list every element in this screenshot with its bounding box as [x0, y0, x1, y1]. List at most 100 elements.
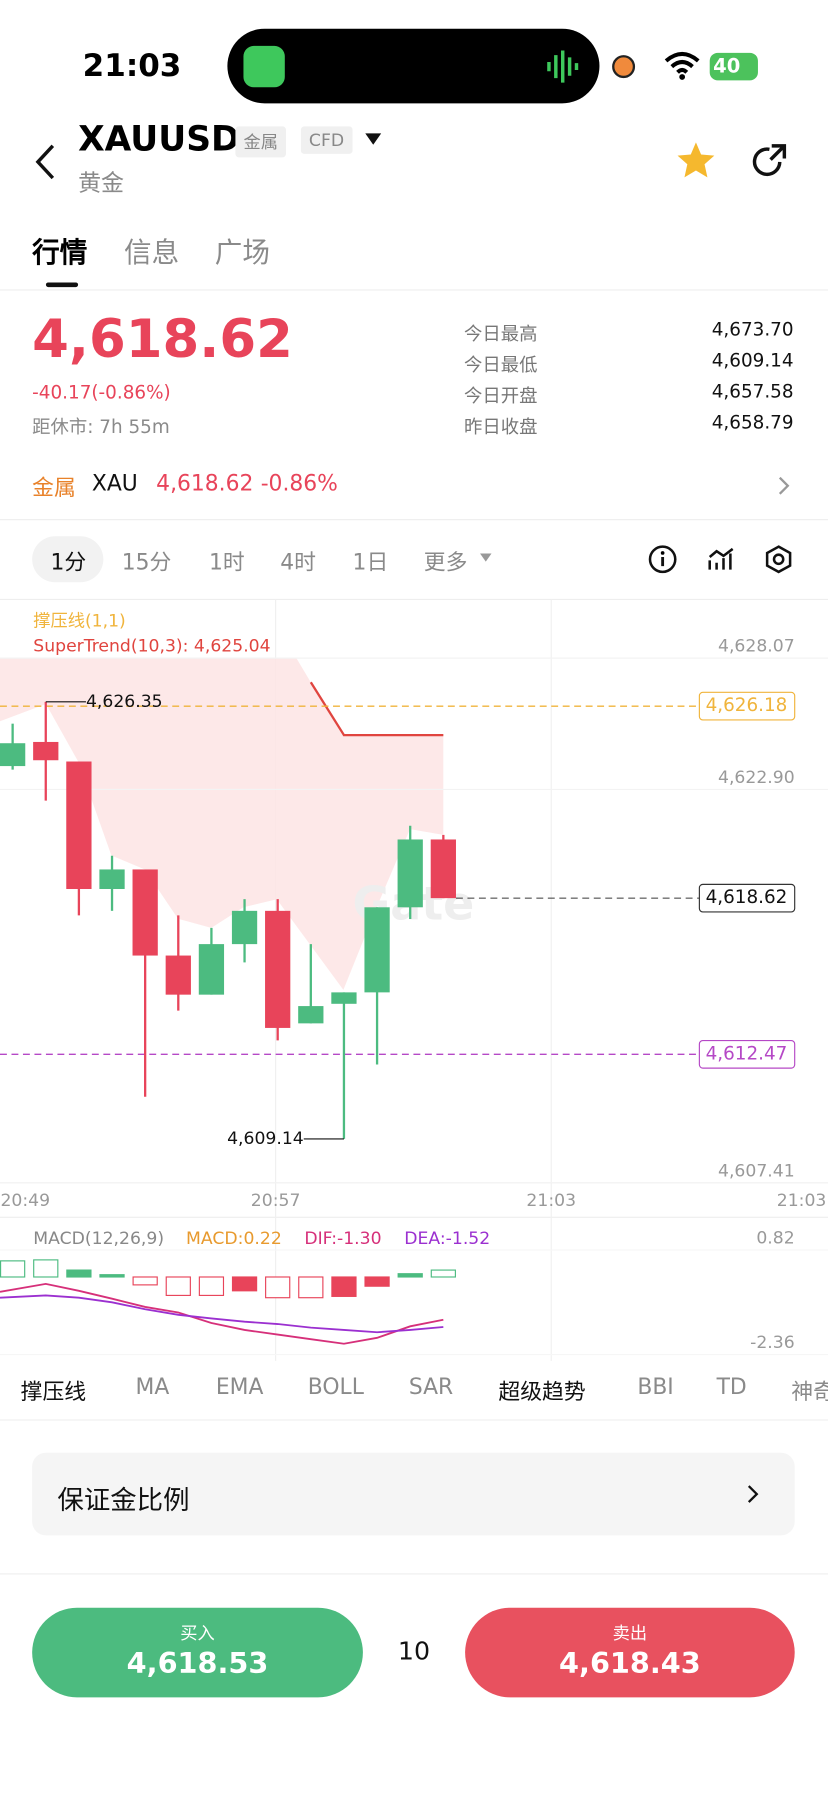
subtitle: 黄金: [78, 168, 125, 197]
price-line-label: 4,626.18: [706, 695, 788, 716]
buy-label: 买入: [180, 1622, 215, 1644]
info-icon[interactable]: [648, 544, 678, 574]
candle-body: [265, 910, 291, 1028]
candle-body: [430, 839, 456, 899]
candle-body: [132, 869, 158, 956]
tab[interactable]: 广场: [214, 236, 270, 269]
indicator-tab[interactable]: BBI: [637, 1374, 674, 1400]
chevron: [747, 1485, 759, 1503]
price-line-label: 4,618.62: [706, 887, 788, 908]
share-button[interactable]: [751, 142, 788, 179]
battery: 40: [709, 52, 758, 81]
dynamic-island: [227, 28, 600, 104]
close-time: 距休市: 7h 55m: [32, 415, 170, 438]
indicator-tab[interactable]: 超级趋势: [498, 1379, 586, 1405]
x-tick-label: 21:03: [526, 1191, 576, 1211]
indicator-icon[interactable]: [707, 547, 735, 572]
candle-body: [397, 839, 423, 908]
favorite-star[interactable]: [675, 140, 716, 181]
macd-bar: [165, 1276, 191, 1296]
related-change[interactable]: -0.86%: [260, 470, 338, 497]
supertrend-area: [0, 658, 444, 990]
tab[interactable]: 信息: [124, 236, 180, 269]
candle-body: [33, 741, 59, 761]
candle-body: [66, 761, 92, 890]
tab-indicator: [45, 282, 79, 288]
macd-bar: [231, 1276, 258, 1292]
indicator-tab[interactable]: EMA: [215, 1374, 264, 1400]
sell-label: 卖出: [612, 1622, 648, 1644]
sell-button[interactable]: [465, 1607, 795, 1698]
tab[interactable]: 行情: [32, 236, 88, 269]
macd-bar: [0, 1260, 26, 1278]
macd-bar: [33, 1259, 59, 1278]
x-tick-label: 20:49: [0, 1191, 50, 1211]
interval[interactable]: 1时: [209, 550, 245, 576]
price-line-box: [698, 883, 796, 913]
annotation-label: 4,609.14: [227, 1129, 304, 1149]
candle-body: [0, 743, 26, 767]
annotation-label: 4,626.35: [86, 692, 163, 712]
stat-label: 昨日收盘: [463, 415, 538, 438]
divider: [0, 289, 828, 291]
stat-label: 今日开盘: [463, 384, 538, 407]
macd-title: MACD(12,26,9): [33, 1229, 164, 1249]
related-price[interactable]: 4,618.62: [156, 470, 254, 497]
symbol: XAUUSD: [78, 119, 240, 160]
price-change: -40.17(-0.86%): [32, 381, 171, 404]
margin-card[interactable]: [32, 1452, 795, 1536]
wechat-icon: [243, 45, 285, 88]
divider: [0, 1419, 828, 1421]
indicator-label: 撑压线(1,1): [33, 611, 125, 631]
interval[interactable]: 4时: [280, 550, 316, 576]
price-line-box: [698, 691, 796, 721]
candle-body: [198, 944, 225, 995]
related-category[interactable]: 金属: [32, 475, 76, 501]
related-symbol[interactable]: XAU: [91, 470, 138, 497]
sell-price: 4,618.43: [559, 1646, 701, 1681]
stat-value: 4,673.70: [711, 318, 794, 340]
indicator-tab[interactable]: SAR: [408, 1374, 454, 1400]
indicator-label: SuperTrend(10,3): 4,625.04: [33, 637, 270, 657]
macd-bar: [132, 1276, 158, 1286]
dropdown[interactable]: [365, 133, 382, 145]
interval[interactable]: 1分: [50, 550, 87, 576]
quantity[interactable]: 10: [397, 1637, 431, 1667]
stat-value: 4,658.79: [711, 411, 794, 433]
tag: 金属: [235, 126, 286, 158]
macd-bar: [265, 1276, 291, 1299]
wifi-icon: [664, 51, 700, 80]
macd-bar: [331, 1276, 357, 1297]
back-button[interactable]: [32, 142, 60, 181]
stat-label: 今日最低: [463, 353, 538, 376]
indicator-tab[interactable]: 撑压线: [20, 1379, 87, 1405]
legend-entry: DIF:-1.30: [304, 1229, 381, 1249]
indicator-tab[interactable]: MA: [135, 1374, 170, 1400]
candle-body: [298, 1006, 324, 1024]
macd-line: [0, 1294, 444, 1334]
buy-price: 4,618.53: [126, 1646, 269, 1681]
x-tick-label: 20:57: [251, 1191, 301, 1211]
stat-value: 4,657.58: [711, 380, 794, 402]
candle-body: [331, 992, 357, 1004]
buy-button[interactable]: [32, 1607, 363, 1698]
y-tick-label: -2.36: [750, 1333, 795, 1353]
candle-body: [99, 869, 125, 890]
candle-body: [231, 910, 258, 945]
indicator-tab[interactable]: 神奇: [791, 1379, 828, 1405]
interval[interactable]: 1日: [352, 550, 389, 576]
macd-bar: [397, 1273, 423, 1278]
indicator-tab[interactable]: BOLL: [307, 1374, 364, 1400]
price-line-box: [698, 1039, 796, 1069]
legend-entry: DEA:-1.52: [404, 1229, 490, 1249]
last-price: 4,618.62: [32, 307, 293, 370]
audio-icon: [547, 50, 579, 83]
legend-entry: MACD:0.22: [186, 1229, 282, 1249]
interval[interactable]: 更多: [423, 550, 468, 576]
indicator-tab[interactable]: TD: [716, 1374, 747, 1400]
divider: [0, 1573, 828, 1575]
settings-icon[interactable]: [764, 544, 794, 574]
interval[interactable]: 15分: [121, 550, 172, 576]
